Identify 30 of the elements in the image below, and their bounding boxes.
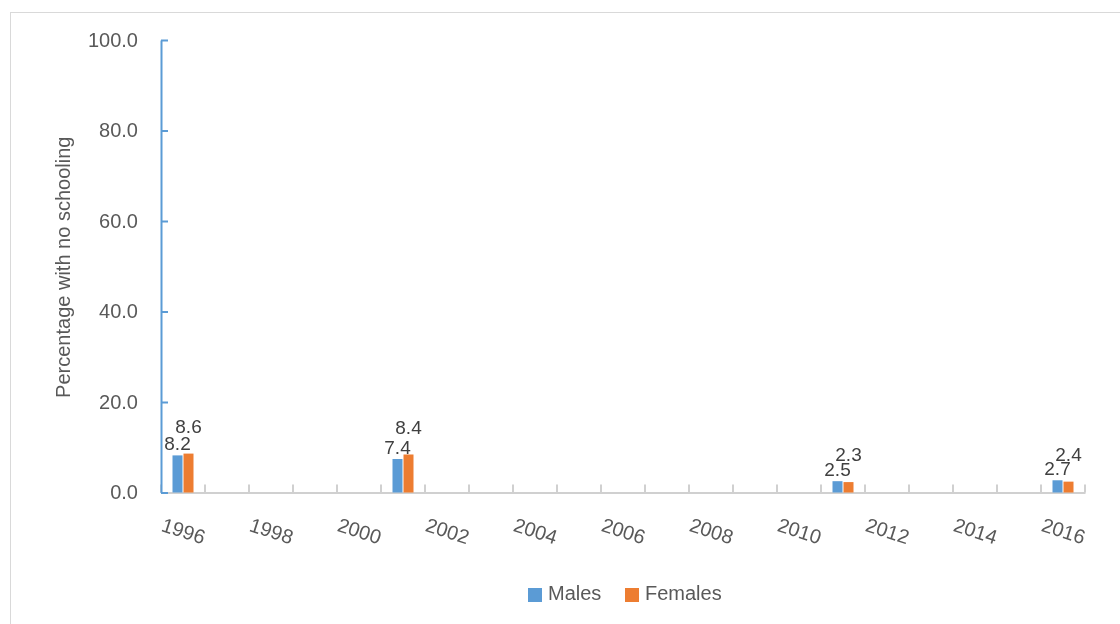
- x-tick-label: 2008: [686, 513, 737, 549]
- data-label: 8.4: [395, 416, 423, 438]
- bar: [403, 454, 414, 493]
- x-tick-label: 2016: [1038, 513, 1089, 549]
- x-tick-label: 2004: [510, 513, 561, 549]
- data-label: 7.4: [384, 437, 412, 459]
- y-tick-label: 60.0: [99, 209, 138, 232]
- bar: [172, 455, 183, 493]
- x-tick-label: 2006: [598, 513, 649, 549]
- legend-label: Males: [548, 582, 602, 605]
- x-tick-label: 1996: [158, 513, 209, 549]
- bar: [183, 453, 194, 493]
- x-tick-label: 2002: [422, 513, 473, 549]
- y-tick-label: 20.0: [99, 390, 138, 413]
- x-tick-label: 2000: [334, 513, 385, 549]
- bar: [1063, 481, 1074, 493]
- x-tick-label: 2012: [862, 513, 913, 549]
- bar: [832, 481, 843, 493]
- x-tick-label: 2014: [950, 513, 1001, 549]
- y-tick-label: 100.0: [87, 28, 138, 51]
- bar: [843, 482, 854, 493]
- y-tick-label: 40.0: [99, 300, 138, 323]
- x-tick-label: 2010: [774, 513, 825, 549]
- y-axis-title: Percentage with no schooling: [52, 136, 75, 398]
- y-tick-label: 0.0: [110, 481, 138, 504]
- legend-label: Females: [645, 582, 722, 605]
- bar: [392, 459, 403, 493]
- y-tick-label: 80.0: [99, 119, 138, 142]
- bar: [1052, 480, 1063, 493]
- x-tick-label: 1998: [246, 513, 297, 549]
